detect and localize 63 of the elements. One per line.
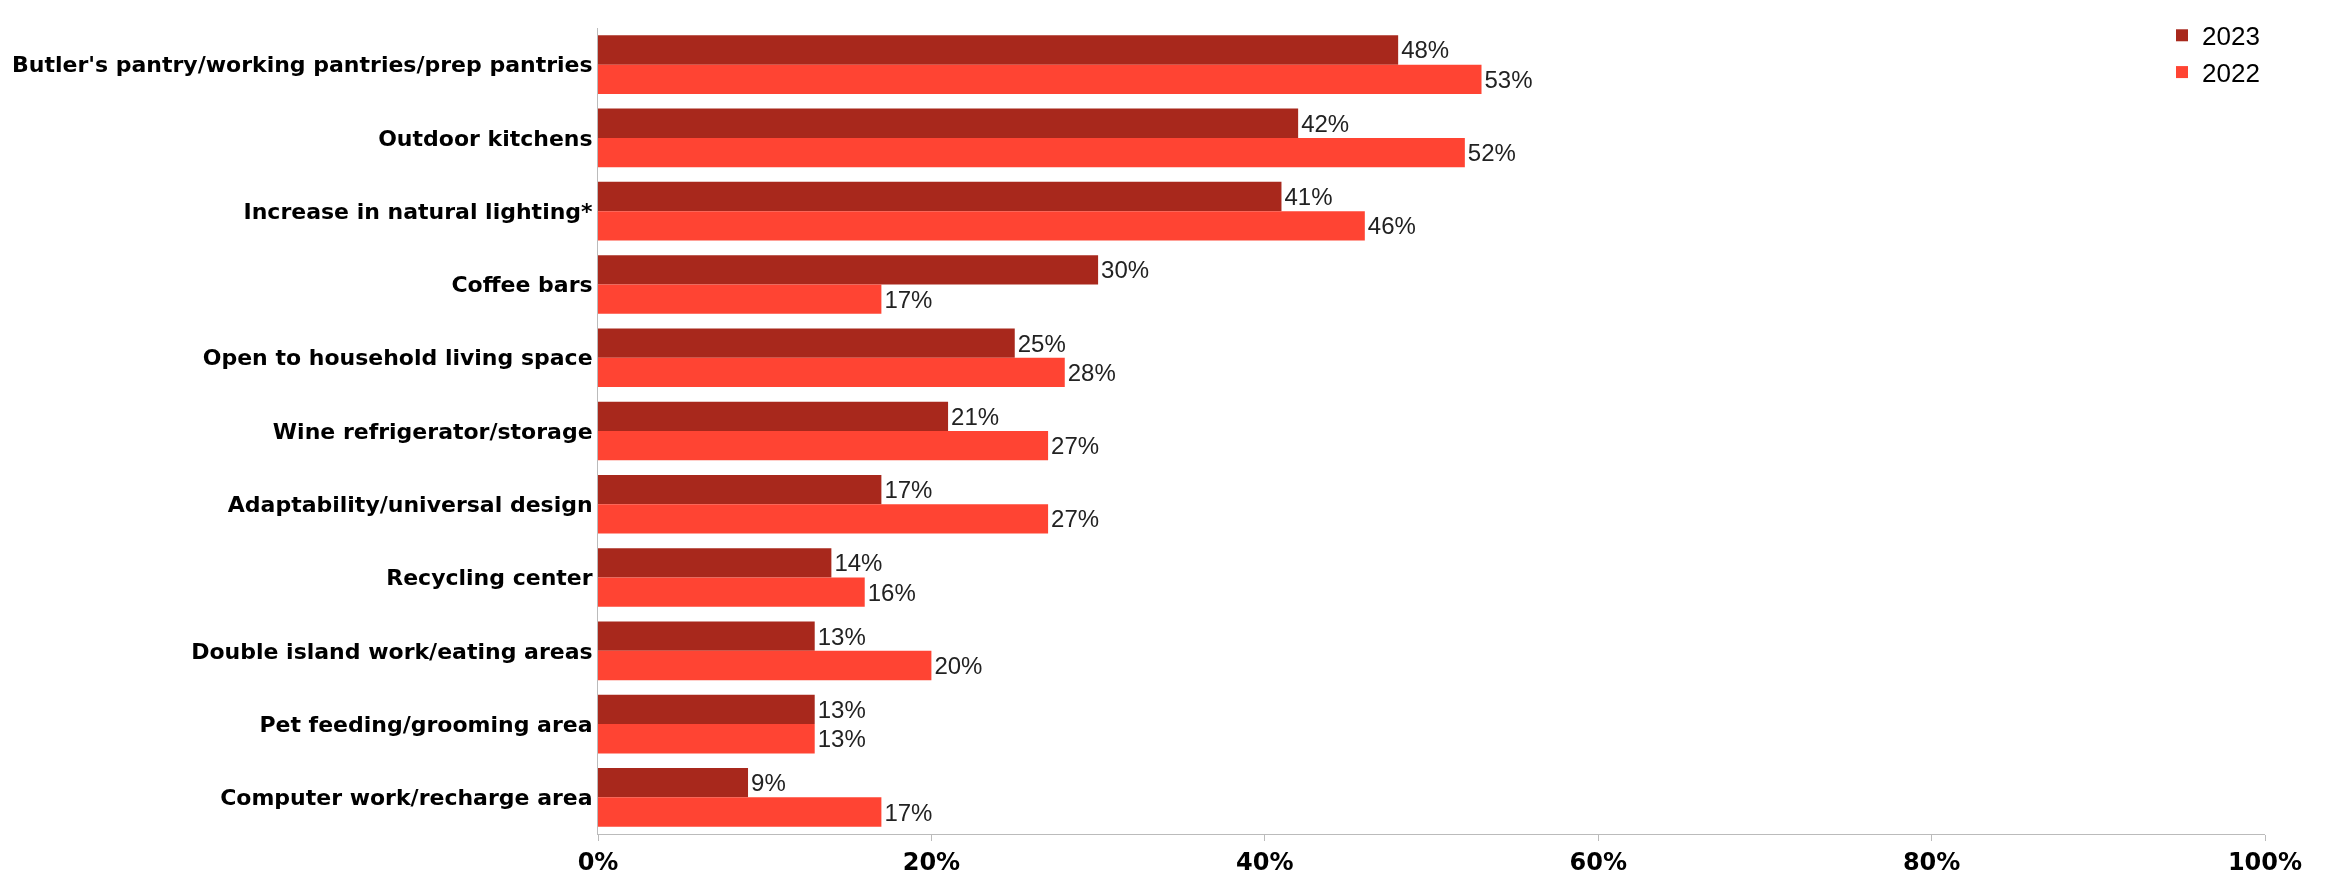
data-label: 13% — [817, 725, 866, 753]
data-label: 9% — [751, 769, 786, 797]
data-label: 41% — [1284, 183, 1333, 211]
bar — [598, 108, 1299, 138]
data-label: 17% — [884, 476, 933, 504]
x-tick-label: 40% — [1236, 847, 1294, 876]
data-label: 42% — [1301, 109, 1350, 137]
legend-label: 2022 — [2202, 58, 2260, 89]
bar — [598, 328, 1015, 358]
bar — [598, 724, 815, 754]
data-label: 30% — [1101, 256, 1150, 284]
data-label: 13% — [817, 695, 866, 723]
bar — [598, 181, 1282, 212]
bar — [598, 548, 832, 578]
data-label: 16% — [867, 578, 916, 606]
y-tick-label: Wine refrigerator/storage — [272, 418, 593, 444]
data-label: 27% — [1051, 432, 1100, 460]
bar — [598, 211, 1365, 241]
data-label: 25% — [1017, 329, 1066, 357]
data-label: 48% — [1401, 36, 1450, 64]
x-tick-label: 80% — [1902, 847, 1961, 876]
bar — [598, 474, 882, 505]
bar — [598, 504, 1049, 534]
x-tick-label: 0% — [577, 847, 619, 876]
data-label: 20% — [934, 651, 983, 679]
y-tick-label: Double island work/eating areas — [191, 638, 593, 664]
bar — [598, 694, 815, 725]
bar — [598, 768, 749, 798]
bar — [598, 64, 1482, 94]
y-tick-label: Coffee bars — [451, 272, 593, 298]
y-tick-label: Computer work/recharge area — [220, 785, 593, 811]
y-tick-label: Outdoor kitchens — [378, 125, 593, 151]
y-tick-label: Recycling center — [386, 565, 593, 591]
bar — [598, 35, 1399, 65]
data-label: 28% — [1067, 358, 1116, 386]
bar — [598, 431, 1049, 461]
bar — [598, 621, 815, 651]
data-label: 52% — [1467, 139, 1516, 167]
data-label: 13% — [817, 622, 866, 650]
data-label: 17% — [884, 798, 933, 826]
bar — [598, 357, 1065, 388]
bar — [598, 255, 1099, 285]
data-label: 14% — [834, 549, 883, 577]
bar — [598, 650, 932, 681]
legend-label: 2023 — [2202, 21, 2260, 52]
y-tick-label: Butler's pantry/working pantries/prep pantries — [12, 52, 593, 78]
bar — [598, 577, 865, 607]
bar — [598, 137, 1465, 168]
bar — [598, 284, 882, 314]
bar — [598, 797, 882, 827]
y-tick-label: Adaptability/universal design — [227, 491, 593, 517]
bar — [598, 401, 949, 431]
data-label: 46% — [1367, 212, 1416, 240]
data-label: 17% — [884, 285, 933, 313]
y-tick-label: Pet feeding/grooming area — [259, 711, 593, 737]
x-tick-label: 20% — [902, 847, 961, 876]
data-label: 21% — [951, 402, 1000, 430]
x-tick-label: 60% — [1569, 847, 1627, 876]
y-tick-label: Open to household living space — [202, 345, 593, 371]
data-label: 53% — [1484, 65, 1533, 93]
y-tick-label: Increase in natural lighting* — [243, 198, 594, 224]
x-tick-label: 100% — [2227, 847, 2303, 876]
data-label: 27% — [1051, 505, 1100, 533]
